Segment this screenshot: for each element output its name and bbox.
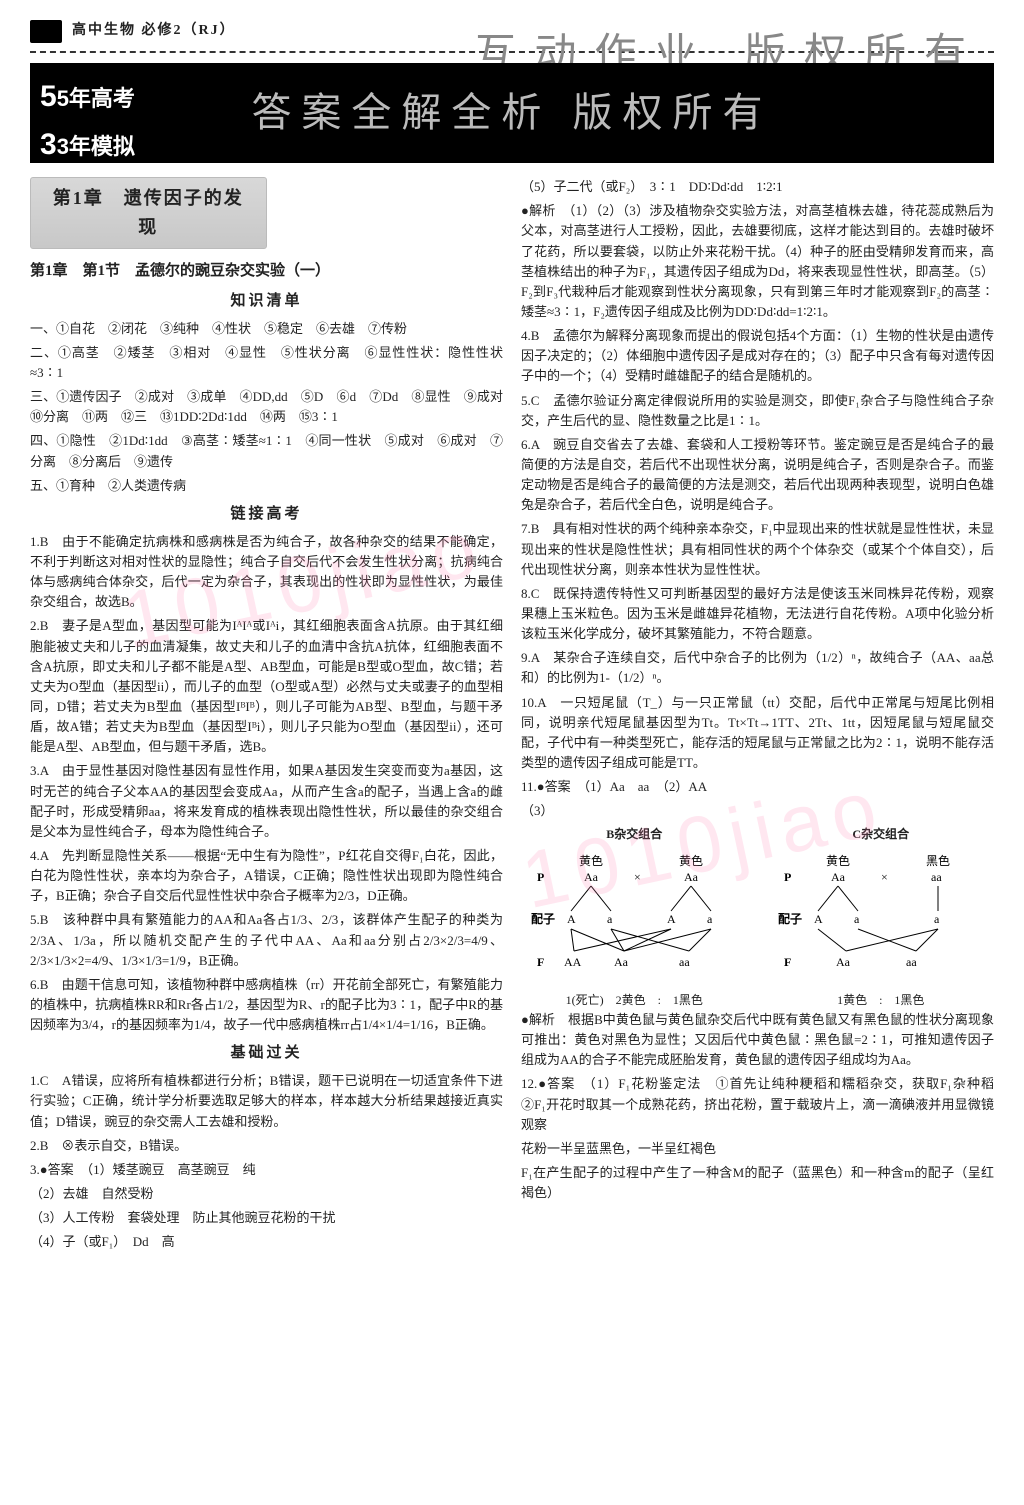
gamete-A1: A: [567, 912, 576, 926]
basic-q3-2: （2）去雄 自然受粉: [30, 1184, 503, 1204]
divider: [30, 51, 994, 53]
left-column: 第1章 遗传因子的发现 第1章 第1节 孟德尔的豌豆杂交实验（一） 知识清单 一…: [30, 177, 503, 1256]
F-aa: aa: [679, 955, 690, 969]
right-r11-3: （3）: [521, 801, 994, 821]
knowledge-line: 二、①高茎 ②矮茎 ③相对 ④显性 ⑤性状分离 ⑥显性性状：隐性性状≈3∶1: [30, 343, 503, 383]
banner-3years: 33年模拟: [40, 121, 135, 163]
cross-b-title: B杂交组合: [529, 825, 739, 844]
label-gamete2: 配子: [778, 911, 802, 926]
svg-text:×: ×: [634, 870, 641, 884]
label-black: 黑色: [926, 854, 950, 868]
gamete2-a: a: [854, 912, 860, 926]
knowledge-line: 一、①自花 ②闭花 ③纯种 ④性状 ⑤稳定 ⑥去雄 ⑦传粉: [30, 319, 503, 339]
right-r11-lead: 11.●答案 （1）Aa aa （2）AA: [521, 777, 994, 797]
gamete2-a2: a: [934, 912, 940, 926]
gamete-a1: a: [607, 912, 613, 926]
label-P: P: [537, 870, 544, 884]
right-r7: 7.B 具有相对性状的两个纯种亲本杂交，F₁中显现出来的性状就是显性性状，未显现…: [521, 519, 994, 579]
right-r12-3: F₁在产生配子的过程中产生了一种含M的配子（蓝黑色）和一种含m的配子（呈红褐色）: [521, 1163, 994, 1203]
label-F: F: [537, 955, 544, 969]
basic-q3-4: （4）子（或F₁） Dd 高: [30, 1232, 503, 1252]
chapter-bar: 第1章 遗传因子的发现: [30, 177, 267, 249]
right-column: （5）子二代（或F₂） 3∶1 DD∶Dd∶dd 1∶2∶1 ●解析 （1）（2…: [521, 177, 994, 1256]
right-r5: 5.C 孟德尔验证分离定律假说所用的实验是测交，即使F₁杂合子与隐性纯合子杂交，…: [521, 391, 994, 431]
label-yellow3: 黄色: [826, 854, 850, 868]
cross-c: C杂交组合 黄色 黑色 P Aa × aa 配子 A a a: [776, 825, 986, 1010]
F-Aa: Aa: [614, 955, 629, 969]
knowledge-line: 三、①遗传因子 ②成对 ③成单 ④DD,dd ⑤D ⑥d ⑦Dd ⑧显性 ⑨成对…: [30, 387, 503, 427]
label-yellow: 黄色: [579, 854, 603, 868]
two-columns: 第1章 遗传因子的发现 第1章 第1节 孟德尔的豌豆杂交实验（一） 知识清单 一…: [30, 177, 994, 1256]
right-r11-exp: ●解析 根据B中黄色鼠与黄色鼠杂交后代中既有黄色鼠又有黑色鼠的性状分离现象可推出…: [521, 1010, 994, 1070]
label-yellow2: 黄色: [679, 854, 703, 868]
knowledge-line: 五、①育种 ②人类遗传病: [30, 476, 503, 496]
link-q4: 4.A 先判断显隐性关系——根据“无中生有为隐性”，P红花自交得F₁白花，因此，…: [30, 846, 503, 906]
document-page: 高中生物 必修2（RJ） 互动作业 版权所有 55年高考 33年模拟 答案全解全…: [0, 0, 1024, 1505]
basic-heading: 基础过关: [30, 1041, 503, 1065]
gamete-A2: A: [667, 912, 676, 926]
banner-3-text: 3年模拟: [57, 134, 135, 159]
banner-5-text: 5年高考: [57, 86, 135, 111]
geno-Aa3: Aa: [831, 870, 846, 884]
F2-Aa: Aa: [836, 955, 851, 969]
right-r9: 9.A 某杂合子连续自交，后代中杂合子的比例为（1/2）ⁿ，故纯合子（AA、aa…: [521, 648, 994, 688]
right-r6: 6.A 豌豆自交省去了去雄、套袋和人工授粉等环节。鉴定豌豆是否是纯合子的最简便的…: [521, 435, 994, 516]
link-heading: 链接高考: [30, 502, 503, 526]
top-bar: 高中生物 必修2（RJ）: [30, 20, 994, 43]
link-q5: 5.B 该种群中具有繁殖能力的AA和Aa各占1/3、2/3，该群体产生配子的种类…: [30, 910, 503, 970]
banner-5years: 55年高考: [40, 73, 135, 121]
knowledge-line: 四、①隐性 ②1Dd∶1dd ③高茎∶矮茎≈1∶1 ④同一性状 ⑤成对 ⑥成对 …: [30, 431, 503, 471]
right-r12-lead: 12.●答案 （1）F₁花粉鉴定法 ①首先让纯种粳稻和糯稻杂交，获取F₁杂种稻 …: [521, 1074, 994, 1134]
basic-q3-lead: 3.●答案 （1）矮茎豌豆 高茎豌豆 纯: [30, 1160, 503, 1180]
banner-left: 55年高考 33年模拟: [40, 73, 135, 163]
gamete-a2: a: [707, 912, 713, 926]
gamete2-A: A: [814, 912, 823, 926]
knowledge-heading: 知识清单: [30, 289, 503, 313]
subject-label: 高中生物 必修2（RJ）: [72, 20, 236, 42]
right-r0: （5）子二代（或F₂） 3∶1 DD∶Dd∶dd 1∶2∶1: [521, 177, 994, 197]
svg-text:AA: AA: [564, 955, 582, 969]
geno-Aa2: Aa: [684, 870, 699, 884]
link-q2: 2.B 妻子是A型血，基因型可能为IᴬIᴬ或Iᴬi，其红细胞表面含A抗原。由于其…: [30, 616, 503, 757]
ratio-b: 1(死亡) 2黄色 : 1黑色: [529, 991, 739, 1010]
cross-c-title: C杂交组合: [776, 825, 986, 844]
basic-q1: 1.C A错误，应将所有植株都进行分析；B错误，题干已说明在一切适宜条件下进行实…: [30, 1071, 503, 1131]
svg-text:×: ×: [881, 870, 888, 884]
cross-b-svg: 黄色 黄色 P Aa × Aa 配子 A a A: [529, 851, 739, 981]
ratio-c: 1黄色 : 1黑色: [776, 991, 986, 1010]
right-r4: 4.B 孟德尔为解释分离现象而提出的假说包括4个方面：（1）生物的性状是由遗传因…: [521, 326, 994, 386]
section-heading: 第1章 第1节 孟德尔的豌豆杂交实验（一）: [30, 259, 503, 283]
geno-Aa1: Aa: [584, 870, 599, 884]
label-P2: P: [784, 870, 791, 884]
link-q3: 3.A 由于显性基因对隐性基因有显性作用，如果A基因发生突变而变为a基因，这时无…: [30, 761, 503, 842]
right-r10: 10.A 一只短尾鼠（T_）与一只正常鼠（tt）交配，后代中正常尾与短尾比例相同…: [521, 693, 994, 774]
F2-aa: aa: [906, 955, 917, 969]
right-r12-2: 花粉一半呈蓝黑色，一半呈红褐色: [521, 1139, 994, 1159]
top-tab: [30, 20, 62, 43]
label-F2: F: [784, 955, 791, 969]
cross-diagram: B杂交组合 黄色 黄色 P Aa × Aa 配子 A: [521, 825, 994, 1010]
cross-c-svg: 黄色 黑色 P Aa × aa 配子 A a a: [776, 851, 986, 981]
right-r8: 8.C 既保持遗传特性又可判断基因型的最好方法是使该玉米同株异花传粉，观察果穗上…: [521, 584, 994, 644]
right-r0b: ●解析 （1）（2）（3）涉及植物杂交实验方法，对高茎植株去雄，待花蕊成熟后为父…: [521, 201, 994, 322]
banner-center: 答案全解全析 版权所有: [251, 81, 772, 145]
cross-b: B杂交组合 黄色 黄色 P Aa × Aa 配子 A: [529, 825, 739, 1010]
basic-q3-3: （3）人工传粉 套袋处理 防止其他豌豆花粉的干扰: [30, 1208, 503, 1228]
basic-q2: 2.B ⊗表示自交，B错误。: [30, 1136, 503, 1156]
link-q6: 6.B 由题干信息可知，该植物种群中感病植株（rr）开花前全部死亡，有繁殖能力的…: [30, 975, 503, 1035]
link-q1: 1.B 由于不能确定抗病株和感病株是否为纯合子，故各种杂交的结果不能确定，不利于…: [30, 532, 503, 613]
label-gamete: 配子: [531, 911, 555, 926]
geno-aa: aa: [931, 870, 942, 884]
banner: 55年高考 33年模拟 答案全解全析 版权所有: [30, 63, 994, 163]
